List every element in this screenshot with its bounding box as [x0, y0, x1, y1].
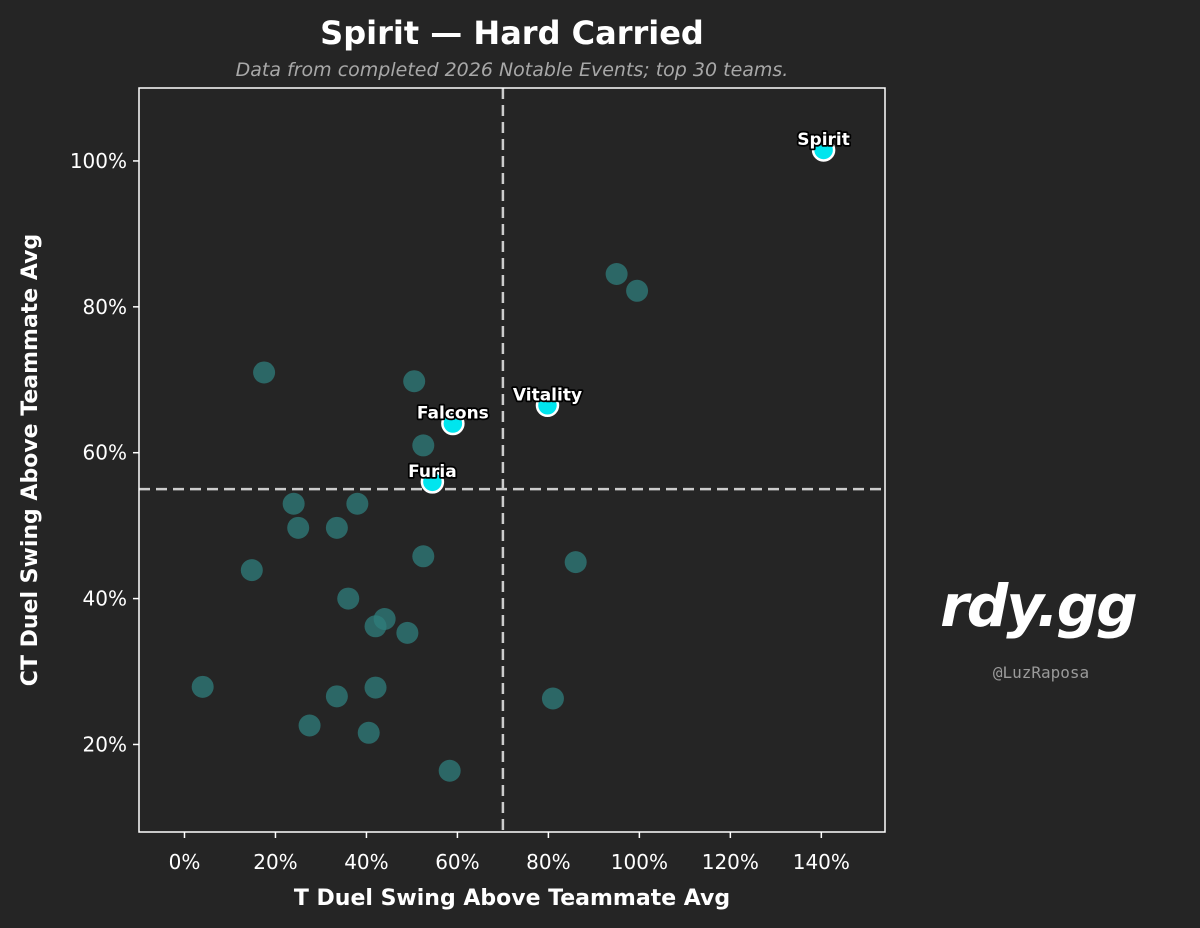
author-handle: @LuzRaposa	[993, 663, 1089, 682]
data-point	[364, 676, 387, 699]
chart-subtitle: Data from completed 2026 Notable Events;…	[236, 59, 789, 81]
x-axis-ticks: 0% 20% 40% 60% 80% 100% 120% 140%	[169, 832, 850, 874]
x-tick-label: 140%	[793, 850, 850, 874]
data-point	[403, 370, 426, 393]
x-tick-label: 100%	[611, 850, 668, 874]
data-point	[325, 685, 348, 708]
reference-lines	[139, 88, 885, 832]
data-point	[541, 687, 564, 710]
x-tick-label: 120%	[702, 850, 759, 874]
data-point	[364, 615, 387, 638]
y-tick-label: 60%	[83, 441, 127, 465]
highlighted-point	[420, 470, 445, 494]
y-tick-label: 20%	[83, 732, 127, 756]
chart-title: Spirit — Hard Carried	[320, 14, 704, 52]
y-tick-label: 40%	[83, 587, 127, 611]
x-tick-label: 60%	[435, 850, 479, 874]
data-point	[357, 721, 380, 744]
other-teams-points	[191, 263, 649, 782]
data-point	[396, 621, 419, 644]
data-point	[325, 516, 348, 539]
plot-frame	[138, 87, 886, 833]
x-tick-label: 20%	[253, 850, 297, 874]
data-point	[287, 516, 310, 539]
data-point	[298, 714, 321, 737]
data-point	[191, 675, 214, 698]
highlighted-teams-points: Spirit Vitality Falcons Furia	[406, 128, 852, 494]
y-axis-label: CT Duel Swing Above Teammate Avg	[18, 234, 43, 686]
x-axis-label: T Duel Swing Above Teammate Avg	[294, 886, 730, 911]
highlighted-point	[811, 138, 836, 162]
data-point	[412, 434, 435, 457]
point-label: Vitality	[513, 385, 582, 405]
data-point	[253, 361, 276, 384]
data-point	[282, 492, 305, 515]
data-point	[438, 759, 461, 782]
point-label: Falcons	[417, 404, 489, 424]
point-label: Spirit	[797, 130, 850, 150]
y-tick-label: 100%	[70, 149, 127, 173]
data-point	[412, 545, 435, 568]
x-tick-label: 80%	[526, 850, 570, 874]
y-tick-label: 80%	[83, 295, 127, 319]
data-point	[564, 551, 587, 574]
brand-logo: rdy.gg	[940, 572, 1136, 640]
highlighted-point	[535, 393, 560, 418]
data-point	[240, 559, 263, 582]
y-axis-ticks: 20% 40% 60% 80% 100%	[70, 149, 139, 756]
data-point	[337, 587, 360, 610]
data-point	[605, 263, 628, 285]
data-point	[346, 492, 369, 515]
point-label: Furia	[408, 462, 457, 482]
highlighted-point	[441, 411, 465, 436]
x-tick-label: 40%	[344, 850, 388, 874]
data-point	[626, 279, 649, 302]
x-tick-label: 0%	[169, 850, 201, 874]
